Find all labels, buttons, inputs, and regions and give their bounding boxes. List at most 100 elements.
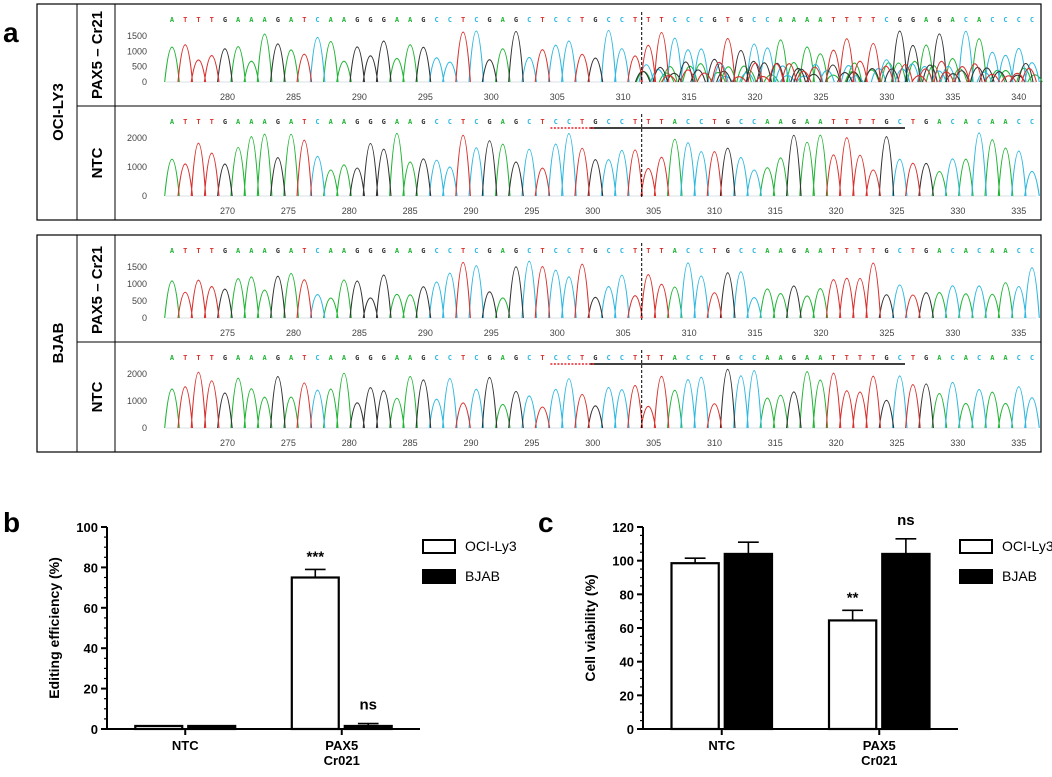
y-tick-label: 100	[612, 554, 634, 569]
base-call: T	[461, 247, 465, 255]
base-call: A	[765, 354, 770, 362]
category-label: NTC	[708, 738, 735, 753]
base-call: G	[382, 16, 386, 24]
x-tick-label: 285	[403, 438, 418, 448]
base-call: C	[765, 16, 769, 24]
base-call: A	[779, 247, 784, 255]
y-tick-label: 100	[76, 520, 98, 535]
base-call: A	[765, 118, 770, 126]
x-tick-label: 325	[890, 438, 905, 448]
base-call: A	[408, 354, 413, 362]
trace-A	[164, 371, 1014, 429]
base-call: A	[263, 247, 268, 255]
base-call: G	[421, 247, 425, 255]
base-call: A	[937, 354, 942, 362]
base-call: A	[408, 247, 413, 255]
legend-label: OCI-Ly3	[1002, 538, 1052, 554]
base-call: C	[977, 354, 981, 362]
base-call: C	[620, 247, 624, 255]
base-call: A	[263, 354, 268, 362]
base-call: C	[567, 247, 571, 255]
base-call: C	[620, 118, 624, 126]
base-call: G	[884, 247, 888, 255]
y-tick-label: 2000	[127, 369, 147, 379]
base-call: G	[937, 16, 941, 24]
base-call: C	[990, 16, 994, 24]
base-call: T	[831, 354, 835, 362]
base-call: T	[461, 354, 465, 362]
base-call: T	[659, 16, 663, 24]
base-call: C	[884, 16, 888, 24]
category-label: PAX5	[863, 738, 896, 753]
base-call: A	[977, 16, 982, 24]
base-call: G	[514, 247, 518, 255]
base-call: G	[792, 247, 796, 255]
x-tick-label: 310	[616, 92, 631, 102]
base-call: G	[514, 16, 518, 24]
base-call: G	[276, 354, 280, 362]
base-call: G	[514, 354, 518, 362]
legend-swatch	[959, 539, 993, 554]
base-call: G	[382, 247, 386, 255]
base-call: T	[580, 354, 584, 362]
base-call: G	[223, 118, 227, 126]
base-call: A	[342, 16, 347, 24]
base-call: A	[342, 354, 347, 362]
base-call: G	[792, 354, 796, 362]
base-call: A	[818, 354, 823, 362]
x-tick-label: 285	[286, 92, 301, 102]
x-tick-label: 310	[707, 438, 722, 448]
trace-G	[217, 369, 934, 429]
base-call: T	[712, 354, 716, 362]
y-tick-label: 80	[620, 587, 634, 602]
base-call: A	[170, 118, 175, 126]
x-tick-label: 300	[585, 206, 600, 216]
significance-label: ns	[897, 512, 915, 529]
base-call: C	[527, 118, 531, 126]
base-call: G	[368, 16, 372, 24]
base-call: C	[607, 247, 611, 255]
category-label: Cr021	[861, 753, 897, 768]
base-call: C	[686, 247, 690, 255]
y-tick-label: 40	[84, 641, 98, 656]
base-call: T	[302, 247, 306, 255]
base-call: T	[712, 247, 716, 255]
x-tick-label: 330	[950, 206, 965, 216]
base-call: C	[554, 118, 558, 126]
trace-T	[177, 135, 921, 197]
base-call: A	[792, 16, 797, 24]
base-call: C	[567, 16, 571, 24]
base-call: G	[368, 118, 372, 126]
base-call: C	[898, 247, 902, 255]
base-call: G	[355, 16, 359, 24]
base-call: G	[792, 118, 796, 126]
bar-chart-editing-efficiency: 0 20 40 60 80 100 Editing efficiency (%) NTC ***…	[46, 520, 517, 768]
group-label-oci-ly3: OCI-LY3	[50, 83, 67, 141]
base-call: T	[302, 16, 306, 24]
significance-label: **	[847, 589, 859, 606]
y-tick-label: 20	[84, 682, 98, 697]
y-tick-label: 500	[132, 62, 147, 72]
x-tick-label: 275	[281, 438, 296, 448]
base-call: T	[196, 354, 200, 362]
base-call: A	[779, 354, 784, 362]
bar	[187, 724, 237, 731]
base-call: C	[474, 247, 478, 255]
base-call: C	[474, 354, 478, 362]
base-call: C	[607, 354, 611, 362]
y-axis-title: Editing efficiency (%)	[46, 557, 62, 699]
x-tick-label: 315	[682, 92, 697, 102]
x-tick-label: 275	[281, 206, 296, 216]
base-call: T	[871, 16, 875, 24]
base-call: T	[726, 16, 730, 24]
y-tick-label: 2000	[127, 133, 147, 143]
bar	[723, 552, 774, 731]
base-call: T	[210, 118, 214, 126]
base-call: T	[633, 247, 637, 255]
base-call: A	[964, 354, 969, 362]
base-call: A	[249, 247, 254, 255]
base-call: A	[805, 354, 810, 362]
base-call: A	[395, 16, 400, 24]
base-call: G	[368, 247, 372, 255]
